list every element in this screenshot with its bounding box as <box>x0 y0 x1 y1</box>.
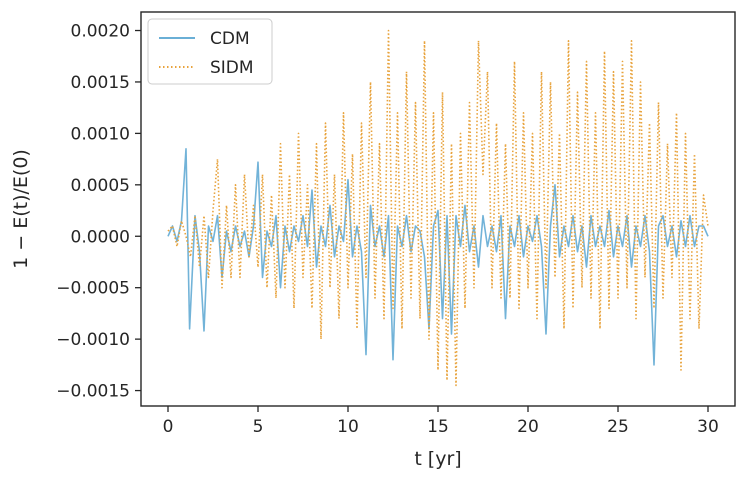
x-tick-label: 20 <box>517 417 539 437</box>
y-tick-label: 0.0010 <box>71 124 130 144</box>
y-tick-label: 0.0015 <box>71 73 130 93</box>
y-tick-label: 0.0000 <box>71 227 130 247</box>
legend-label-cdm: CDM <box>210 29 250 49</box>
y-tick-label: −0.0010 <box>56 330 130 350</box>
y-tick-label: −0.0005 <box>56 279 130 299</box>
x-tick-label: 0 <box>163 417 174 437</box>
x-axis-label: t [yr] <box>414 448 461 470</box>
y-tick-label: −0.0015 <box>56 382 130 402</box>
y-tick-label: 0.0005 <box>71 176 130 196</box>
y-axis-ticks: 0.0020 0.0015 0.0010 0.0005 0.0000 −0.0005 −0.… <box>56 22 141 402</box>
x-tick-label: 25 <box>607 417 629 437</box>
x-tick-label: 5 <box>253 417 264 437</box>
x-tick-label: 15 <box>427 417 449 437</box>
x-tick-label: 30 <box>697 417 719 437</box>
y-tick-label: 0.0020 <box>71 22 130 42</box>
series-layer <box>167 29 709 387</box>
series-line-sidm <box>167 29 709 387</box>
series-line-cdm <box>167 148 709 366</box>
x-axis-ticks: 0 5 10 15 20 25 30 <box>163 406 719 437</box>
y-axis-label: 1 − E(t)/E(0) <box>10 149 32 269</box>
legend-label-sidm: SIDM <box>210 58 254 78</box>
legend: CDM SIDM <box>147 18 273 85</box>
x-tick-label: 10 <box>337 417 359 437</box>
